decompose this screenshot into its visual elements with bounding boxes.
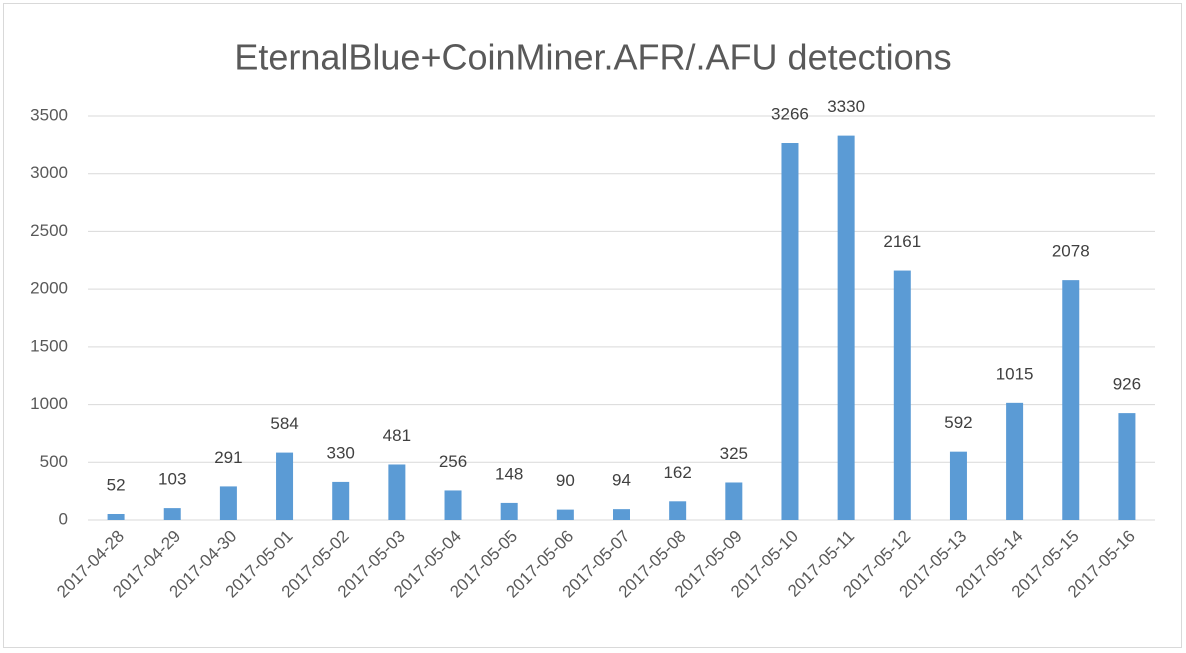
bar [613, 509, 630, 520]
bar [669, 501, 687, 520]
y-tick-label: 2500 [30, 221, 68, 240]
y-tick-label: 1500 [30, 336, 68, 355]
value-label: 1015 [996, 364, 1034, 383]
bar [556, 509, 574, 520]
value-label: 584 [270, 414, 298, 433]
value-label: 481 [383, 426, 411, 445]
y-tick-label: 3500 [30, 105, 68, 124]
bar [1062, 280, 1080, 520]
value-label: 2078 [1052, 242, 1090, 261]
y-tick-label: 2000 [30, 279, 68, 298]
value-label: 926 [1113, 375, 1141, 394]
value-label: 256 [439, 452, 467, 471]
bar [500, 502, 518, 520]
value-label: 103 [158, 470, 186, 489]
value-label: 291 [214, 448, 242, 467]
bar [163, 508, 181, 520]
value-label: 162 [663, 463, 691, 482]
y-tick-label: 0 [59, 509, 68, 528]
bar [837, 135, 855, 520]
bar [332, 481, 350, 520]
bar [1006, 402, 1024, 520]
y-tick-label: 1000 [30, 394, 68, 413]
bar [781, 143, 799, 520]
value-label: 2161 [883, 232, 921, 251]
y-tick-label: 3000 [30, 163, 68, 182]
bar [219, 486, 237, 520]
chart-title: EternalBlue+CoinMiner.AFR/.AFU detection… [234, 37, 951, 78]
value-label: 94 [612, 471, 631, 490]
bar [949, 451, 967, 520]
chart-border [3, 3, 1182, 648]
value-label: 592 [944, 413, 972, 432]
y-tick-label: 500 [40, 452, 68, 471]
value-label: 3330 [827, 97, 865, 116]
bar [444, 490, 462, 520]
value-label: 3266 [771, 104, 809, 123]
value-label: 325 [720, 444, 748, 463]
bar [388, 464, 406, 520]
value-label: 148 [495, 464, 523, 483]
bar [725, 482, 743, 520]
value-label: 52 [107, 475, 126, 494]
bar [1118, 413, 1136, 520]
value-label: 90 [556, 471, 575, 490]
bar [893, 270, 911, 520]
bar [276, 452, 294, 520]
value-label: 330 [327, 443, 355, 462]
bar [107, 513, 125, 520]
